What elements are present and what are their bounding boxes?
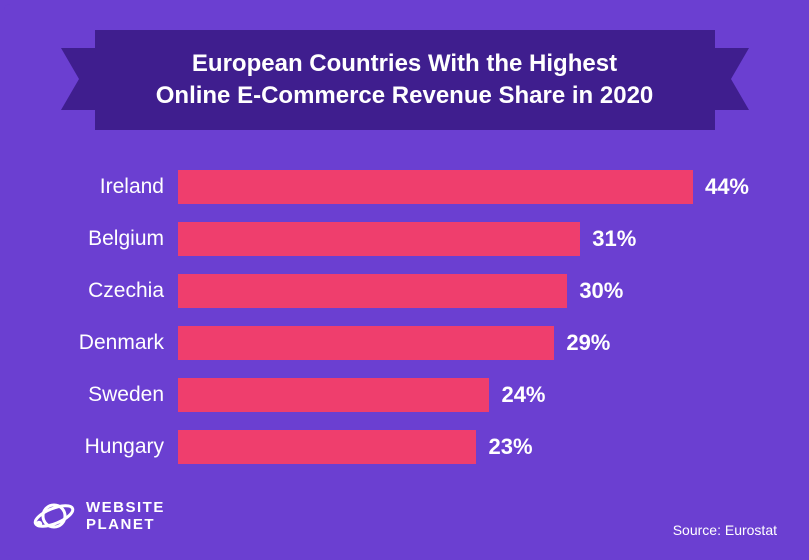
bar (178, 430, 476, 464)
infographic-frame: European Countries With the Highest Onli… (0, 0, 809, 560)
country-label: Belgium (60, 227, 178, 251)
planet-icon (32, 494, 76, 538)
bar-chart: Ireland 44% Belgium 31% Czechia 30% Denmark 29%… (60, 164, 749, 476)
source-label: Source: Eurostat (673, 522, 777, 538)
bar-value: 29% (566, 330, 610, 356)
title-banner-body: European Countries With the Highest Onli… (95, 30, 715, 130)
country-label: Czechia (60, 279, 178, 303)
infographic-inner: European Countries With the Highest Onli… (4, 4, 805, 556)
logo-line-2: PLANET (86, 516, 155, 533)
country-label: Sweden (60, 383, 178, 407)
logo-line-1: WEBSITE (86, 499, 165, 516)
bar (178, 170, 693, 204)
country-label: Denmark (60, 331, 178, 355)
country-label: Ireland (60, 175, 178, 199)
chart-row: Sweden 24% (60, 372, 749, 418)
country-label: Hungary (60, 435, 178, 459)
brand-logo: WEBSITE PLANET (32, 494, 165, 538)
bar-value: 31% (592, 226, 636, 252)
bar-value: 44% (705, 174, 749, 200)
bar-value: 23% (488, 434, 532, 460)
bar-value: 30% (579, 278, 623, 304)
bar-value: 24% (501, 382, 545, 408)
bar (178, 326, 554, 360)
bar (178, 274, 567, 308)
bar-track: 44% (178, 170, 749, 204)
bar (178, 222, 580, 256)
bar (178, 378, 489, 412)
bar-track: 23% (178, 430, 749, 464)
bar-track: 29% (178, 326, 749, 360)
title-banner: European Countries With the Highest Onli… (95, 30, 715, 130)
title-line-1: European Countries With the Highest (192, 50, 617, 77)
chart-row: Hungary 23% (60, 424, 749, 470)
bar-track: 30% (178, 274, 749, 308)
title-line-2: Online E-Commerce Revenue Share in 2020 (156, 82, 654, 109)
chart-row: Ireland 44% (60, 164, 749, 210)
chart-row: Denmark 29% (60, 320, 749, 366)
bar-track: 31% (178, 222, 749, 256)
bar-track: 24% (178, 378, 749, 412)
chart-row: Belgium 31% (60, 216, 749, 262)
footer: WEBSITE PLANET Source: Eurostat (32, 494, 777, 538)
brand-logo-text: WEBSITE PLANET (86, 499, 165, 534)
chart-row: Czechia 30% (60, 268, 749, 314)
